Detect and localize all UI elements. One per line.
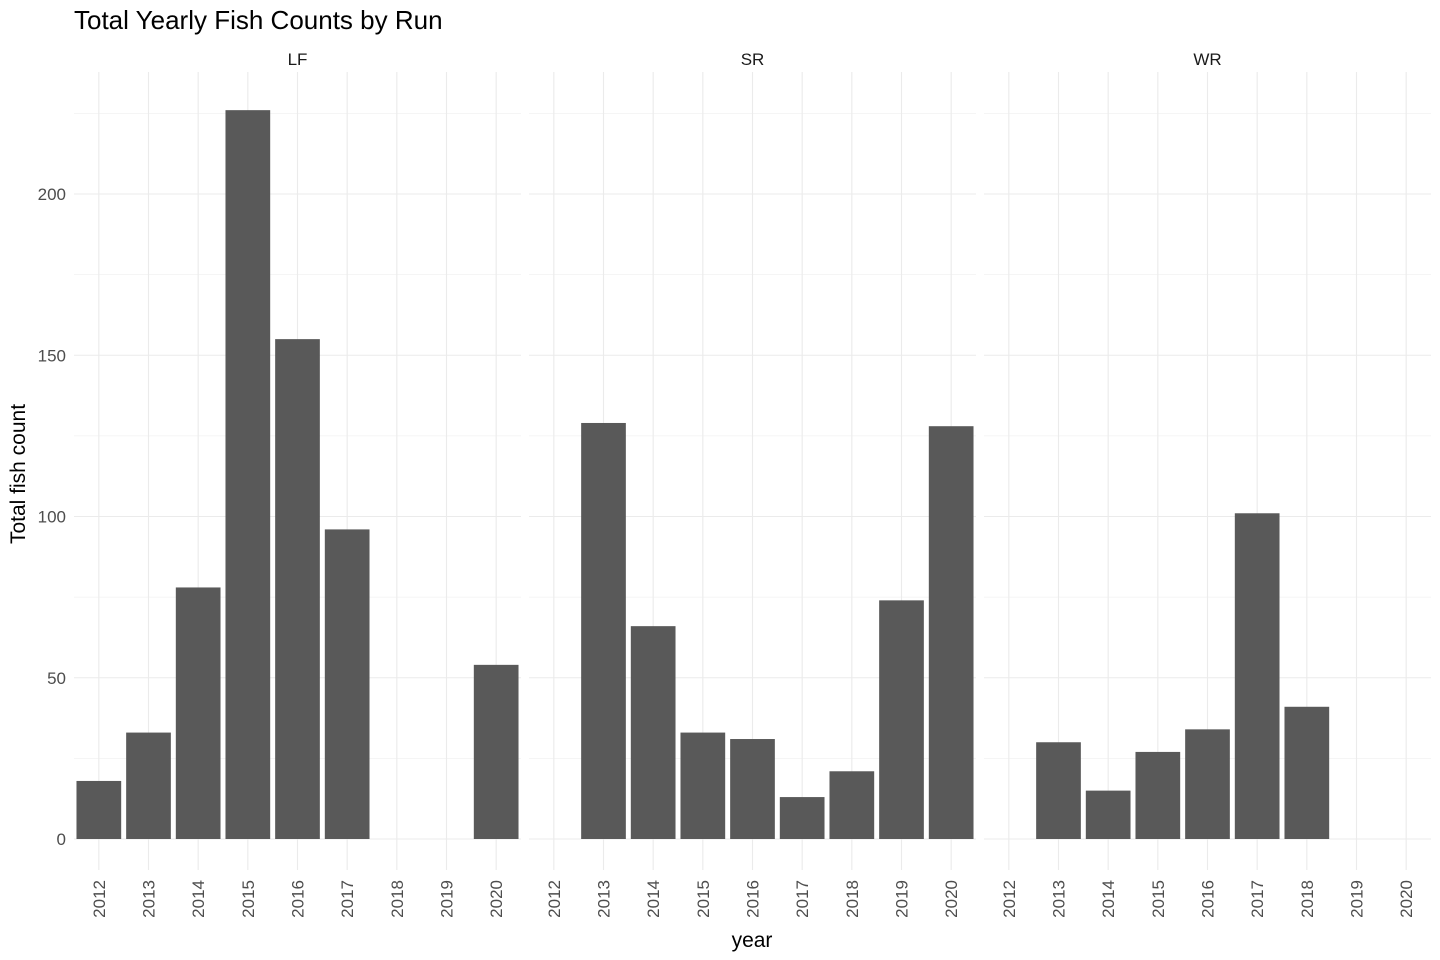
bar-wr-2018 <box>1284 706 1330 839</box>
y-tick-label: 150 <box>38 346 66 365</box>
bar-lf-2017 <box>324 529 370 839</box>
bar-wr-2014 <box>1085 790 1131 839</box>
x-tick-label: 2019 <box>893 880 912 918</box>
labels-layer: LF 2012 2013 2014 2015 2016 2017 2018 2019 2020 SR… <box>38 50 1417 918</box>
x-tick-label: 2019 <box>1348 880 1367 918</box>
y-axis-label: Total fish count <box>7 404 30 544</box>
bar-lf-2020 <box>473 664 519 839</box>
bar-sr-2018 <box>829 771 875 839</box>
bar-lf-2015 <box>225 110 271 839</box>
bar-sr-2014 <box>630 626 676 839</box>
x-tick-label: 2014 <box>644 880 663 918</box>
x-tick-label: 2015 <box>1149 880 1168 918</box>
chart-title: Total Yearly Fish Counts by Run <box>74 5 443 35</box>
x-tick-label: 2013 <box>595 880 614 918</box>
bar-sr-2019 <box>879 600 924 839</box>
y-tick-label: 0 <box>57 830 66 849</box>
bar-wr-2015 <box>1135 751 1181 839</box>
y-tick-label: 200 <box>38 185 66 204</box>
bar-wr-2016 <box>1185 729 1230 839</box>
x-tick-label: 2018 <box>388 880 407 918</box>
x-tick-label: 2017 <box>1248 880 1267 918</box>
x-tick-label: 2018 <box>843 880 862 918</box>
bar-lf-2014 <box>175 587 221 839</box>
facet-label-sr: SR <box>741 50 765 69</box>
bar-sr-2017 <box>779 797 825 839</box>
x-axis-label: year <box>732 929 773 952</box>
x-tick-label: 2012 <box>545 880 564 918</box>
y-tick-label: 100 <box>38 508 66 527</box>
bar-lf-2012 <box>76 780 122 839</box>
x-tick-label: 2016 <box>1199 880 1218 918</box>
x-tick-label: 2015 <box>239 880 258 918</box>
x-tick-label: 2019 <box>438 880 457 918</box>
x-tick-label: 2013 <box>140 880 159 918</box>
x-tick-label: 2014 <box>1099 880 1118 918</box>
x-tick-label: 2016 <box>289 880 308 918</box>
x-tick-label: 2014 <box>189 880 208 918</box>
bar-wr-2017 <box>1234 513 1280 839</box>
x-tick-label: 2017 <box>338 880 357 918</box>
bar-lf-2013 <box>126 732 171 839</box>
x-tick-label: 2013 <box>1050 880 1069 918</box>
bar-lf-2016 <box>275 339 320 839</box>
x-tick-label: 2020 <box>1397 880 1416 918</box>
bar-sr-2013 <box>581 422 626 839</box>
x-tick-label: 2018 <box>1298 880 1317 918</box>
x-tick-label: 2017 <box>793 880 812 918</box>
x-tick-label: 2020 <box>942 880 961 918</box>
x-tick-label: 2012 <box>90 880 109 918</box>
x-tick-label: 2015 <box>694 880 713 918</box>
bars-layer <box>76 110 1330 839</box>
x-tick-label: 2012 <box>1000 880 1019 918</box>
facet-label-lf: LF <box>288 50 308 69</box>
bar-sr-2016 <box>730 739 775 839</box>
facet-label-wr: WR <box>1193 50 1221 69</box>
bar-sr-2020 <box>928 426 974 839</box>
bar-wr-2013 <box>1036 742 1081 839</box>
y-tick-label: 50 <box>47 669 66 688</box>
bar-sr-2015 <box>680 732 726 839</box>
x-tick-label: 2020 <box>487 880 506 918</box>
x-tick-label: 2016 <box>744 880 763 918</box>
